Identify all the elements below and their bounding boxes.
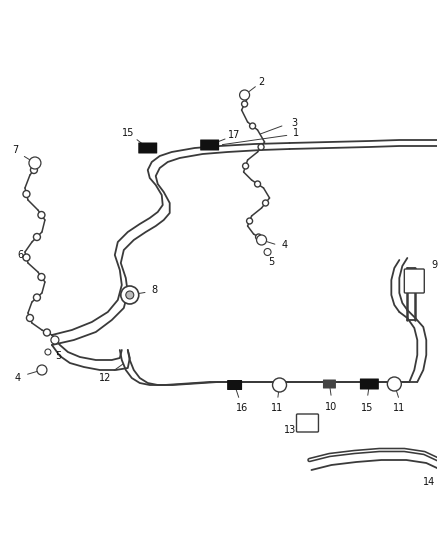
Text: 9: 9 bbox=[431, 260, 437, 270]
FancyBboxPatch shape bbox=[297, 414, 318, 432]
Circle shape bbox=[23, 254, 30, 261]
Circle shape bbox=[272, 378, 286, 392]
Circle shape bbox=[258, 144, 264, 150]
Circle shape bbox=[250, 123, 255, 129]
Text: 5: 5 bbox=[55, 351, 61, 361]
Circle shape bbox=[38, 212, 45, 219]
Circle shape bbox=[38, 273, 45, 280]
Circle shape bbox=[45, 349, 51, 355]
Circle shape bbox=[264, 248, 271, 255]
Circle shape bbox=[33, 294, 40, 301]
Circle shape bbox=[43, 329, 50, 336]
Circle shape bbox=[254, 181, 261, 187]
Text: 16: 16 bbox=[236, 403, 248, 413]
Text: 11: 11 bbox=[272, 403, 284, 413]
Text: 8: 8 bbox=[152, 285, 158, 295]
FancyBboxPatch shape bbox=[227, 380, 242, 390]
Circle shape bbox=[26, 314, 33, 321]
Circle shape bbox=[257, 235, 267, 245]
Circle shape bbox=[29, 157, 41, 169]
Text: 7: 7 bbox=[12, 145, 18, 155]
Text: 4: 4 bbox=[282, 240, 288, 250]
Circle shape bbox=[126, 291, 134, 299]
Text: 5: 5 bbox=[268, 257, 275, 267]
Text: 4: 4 bbox=[15, 373, 21, 383]
Text: 1: 1 bbox=[293, 128, 300, 138]
FancyBboxPatch shape bbox=[200, 140, 219, 150]
Text: 13: 13 bbox=[284, 425, 297, 435]
Circle shape bbox=[121, 286, 139, 304]
Text: 15: 15 bbox=[361, 403, 374, 413]
Circle shape bbox=[247, 218, 253, 224]
Text: 3: 3 bbox=[291, 118, 297, 128]
Text: 11: 11 bbox=[393, 403, 406, 413]
Circle shape bbox=[262, 200, 268, 206]
Circle shape bbox=[240, 90, 250, 100]
Text: 10: 10 bbox=[325, 402, 338, 412]
FancyBboxPatch shape bbox=[360, 378, 379, 390]
Text: 6: 6 bbox=[17, 250, 23, 260]
Circle shape bbox=[255, 234, 261, 240]
Text: 12: 12 bbox=[99, 373, 111, 383]
Circle shape bbox=[242, 101, 247, 107]
Text: 14: 14 bbox=[423, 477, 435, 487]
Circle shape bbox=[51, 336, 59, 344]
Circle shape bbox=[31, 166, 37, 174]
Circle shape bbox=[387, 377, 401, 391]
Circle shape bbox=[37, 365, 47, 375]
FancyBboxPatch shape bbox=[404, 269, 424, 293]
Text: 15: 15 bbox=[122, 128, 134, 138]
Circle shape bbox=[243, 163, 249, 169]
Text: 17: 17 bbox=[228, 130, 241, 140]
Circle shape bbox=[33, 233, 40, 240]
Circle shape bbox=[23, 190, 30, 198]
FancyBboxPatch shape bbox=[323, 379, 336, 389]
Text: 2: 2 bbox=[258, 77, 265, 87]
FancyBboxPatch shape bbox=[138, 142, 157, 154]
